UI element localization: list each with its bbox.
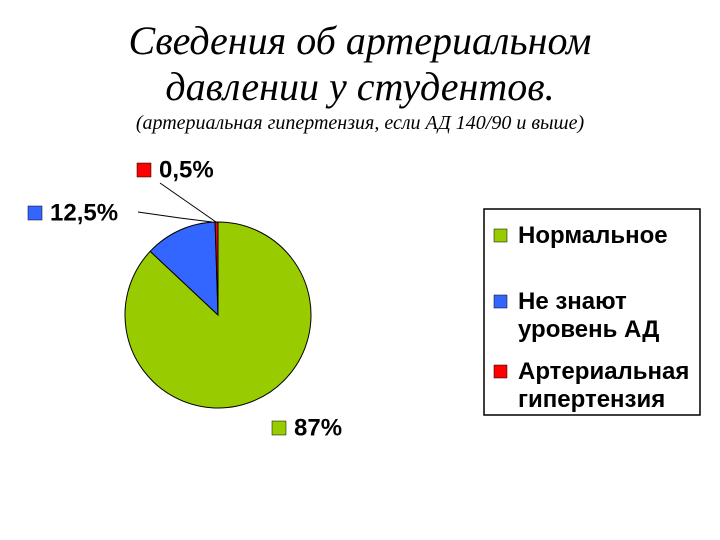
legend-key xyxy=(493,228,508,243)
legend-label: Не знают уровень АД xyxy=(518,288,660,343)
pie-slice xyxy=(149,221,219,317)
data-label: 12,5% xyxy=(50,199,118,226)
label-key xyxy=(136,162,152,178)
data-label: 0,5% xyxy=(159,156,214,183)
legend-label: Нормальное xyxy=(518,222,668,249)
legend-box xyxy=(483,208,701,416)
leader-line xyxy=(137,211,213,223)
data-label: 87% xyxy=(294,414,342,441)
chart-subtitle: (артериальная гипертензия, если АД 140/9… xyxy=(135,112,585,134)
pie-slice xyxy=(214,221,219,316)
leader-line xyxy=(159,182,217,223)
label-key xyxy=(271,420,287,436)
label-key xyxy=(27,205,43,221)
legend-label: Артериальная гипертензия xyxy=(518,358,690,413)
legend-key xyxy=(493,294,508,309)
legend-key xyxy=(493,364,508,379)
chart-title: Сведения об артериальном давлении у студ… xyxy=(128,18,592,109)
